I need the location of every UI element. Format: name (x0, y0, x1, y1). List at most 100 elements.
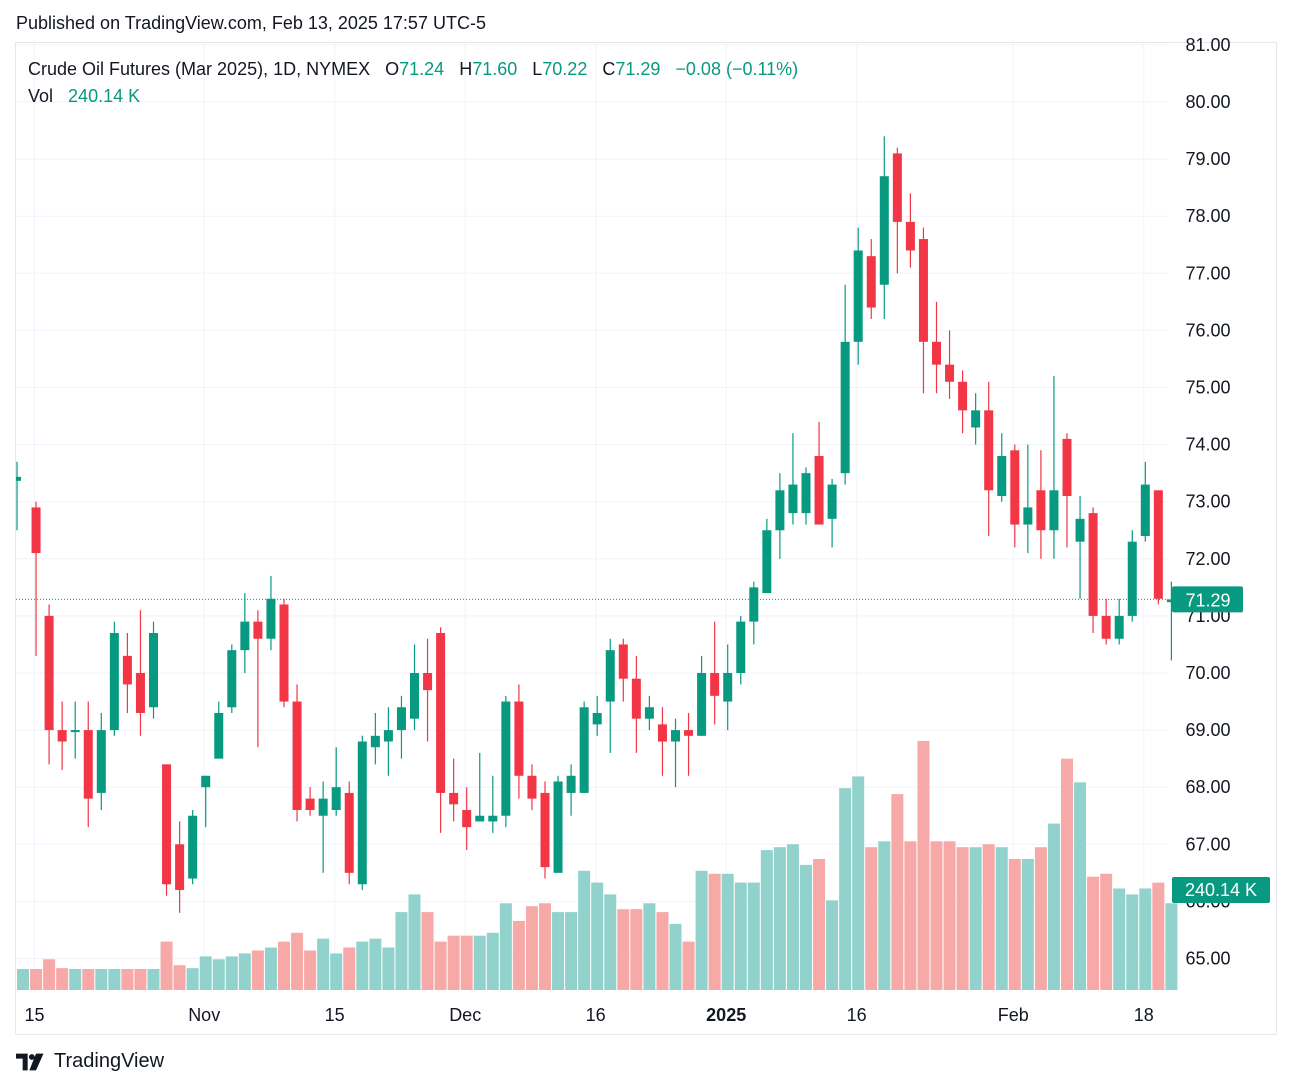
candle-body (840, 341, 850, 474)
candle-body (997, 456, 1007, 496)
tradingview-logo-icon (16, 1053, 44, 1070)
candle-body (44, 615, 54, 731)
tradingview-brand[interactable]: TradingView (16, 1050, 164, 1073)
volume-bar (395, 912, 408, 990)
candle-body (540, 792, 550, 868)
legend-close-label: C (602, 59, 616, 79)
volume-bar (813, 859, 826, 990)
volume-bar (343, 947, 356, 990)
volume-bar (1139, 888, 1152, 990)
candle-body (501, 701, 511, 816)
candle-body (83, 730, 93, 799)
time-tick-label: Nov (188, 1005, 220, 1025)
candle-body (710, 673, 720, 696)
chart-legend: Crude Oil Futures (Mar 2025), 1D, NYMEX … (28, 56, 798, 110)
volume-bar (30, 969, 43, 990)
candle-body (31, 507, 41, 554)
volume-bar (539, 903, 551, 990)
candle-body (553, 781, 563, 873)
volume-bar (786, 844, 799, 990)
price-tick-label: 73.00 (1185, 492, 1230, 512)
candle-body (1101, 615, 1111, 639)
volume-bar (891, 794, 904, 990)
candle-body (853, 250, 863, 342)
volume-bar (499, 903, 512, 990)
brand-name: TradingView (54, 1050, 165, 1072)
candle-body (423, 673, 433, 691)
candle-body (684, 730, 694, 736)
volume-bar (721, 873, 734, 990)
candle-body (279, 604, 289, 702)
time-tick-label: 15 (25, 1005, 45, 1025)
candle-body (1140, 484, 1150, 536)
candle-body (1114, 615, 1124, 639)
candle-body (122, 655, 132, 685)
candle-body (514, 701, 524, 776)
price-tick-label: 69.00 (1185, 720, 1230, 740)
candle-body (618, 644, 628, 679)
legend-high-label: H (459, 59, 473, 79)
volume-bar (43, 959, 56, 990)
candle-body (370, 735, 380, 748)
volume-bar (995, 847, 1008, 990)
volume-bar (134, 969, 147, 990)
volume-bar (1008, 859, 1021, 990)
volume-bar (330, 953, 343, 990)
volume-bar (643, 903, 656, 990)
volume-bar (734, 882, 747, 990)
volume-bar (839, 788, 852, 990)
candle-body (775, 490, 785, 531)
candle-body (162, 764, 172, 885)
volume-bar (1047, 823, 1060, 990)
price-tick-label: 81.00 (1185, 35, 1230, 55)
volume-bar (186, 968, 199, 990)
price-tick-label: 67.00 (1185, 834, 1230, 854)
candle-body (723, 673, 733, 702)
volume-bar (369, 938, 382, 990)
volume-bar (317, 938, 330, 990)
volume-bar (1061, 758, 1073, 990)
volume-bar (630, 909, 643, 990)
volume-bar (656, 912, 669, 990)
legend-open-value: 71.24 (399, 59, 445, 79)
candle-body (984, 410, 994, 491)
legend-close-value: 71.29 (615, 59, 661, 79)
candle-body (449, 792, 459, 805)
candle-body (971, 410, 981, 428)
volume-bar (69, 969, 82, 990)
candle-body (1036, 490, 1046, 531)
candle-body (253, 621, 263, 639)
candle-body (135, 673, 145, 713)
candle-body (1153, 490, 1163, 599)
legend-volume-label: Vol (28, 86, 54, 106)
candle-body (631, 678, 641, 719)
volume-bar (760, 850, 773, 990)
candle-body (201, 775, 211, 788)
candle-body (488, 815, 498, 822)
time-tick-label: Feb (998, 1005, 1029, 1025)
candle-body (227, 650, 237, 708)
candle-body (70, 730, 80, 733)
candle-body (383, 730, 393, 742)
legend-low-label: L (532, 59, 543, 79)
candle-body (657, 724, 667, 742)
candles (16, 136, 1176, 913)
legend-change: −0.08 (−0.11%) (675, 59, 799, 79)
candle-body (344, 792, 354, 873)
volume-bar (747, 882, 760, 990)
legend-high-value: 71.60 (472, 59, 518, 79)
volume-bar (773, 847, 786, 990)
volume-bar (460, 935, 473, 990)
price-tick-label: 74.00 (1185, 435, 1230, 455)
candle-body (318, 798, 328, 816)
last-volume-label: 240.14 K (1185, 880, 1257, 900)
volume-bar (121, 969, 134, 990)
volume-bar (1074, 782, 1087, 990)
volume-bar (473, 935, 486, 990)
volume-bar (826, 900, 839, 990)
candle-body (918, 239, 928, 342)
volume-bar (199, 956, 212, 990)
volume-bar (434, 941, 447, 990)
chart-frame (15, 42, 1277, 1035)
